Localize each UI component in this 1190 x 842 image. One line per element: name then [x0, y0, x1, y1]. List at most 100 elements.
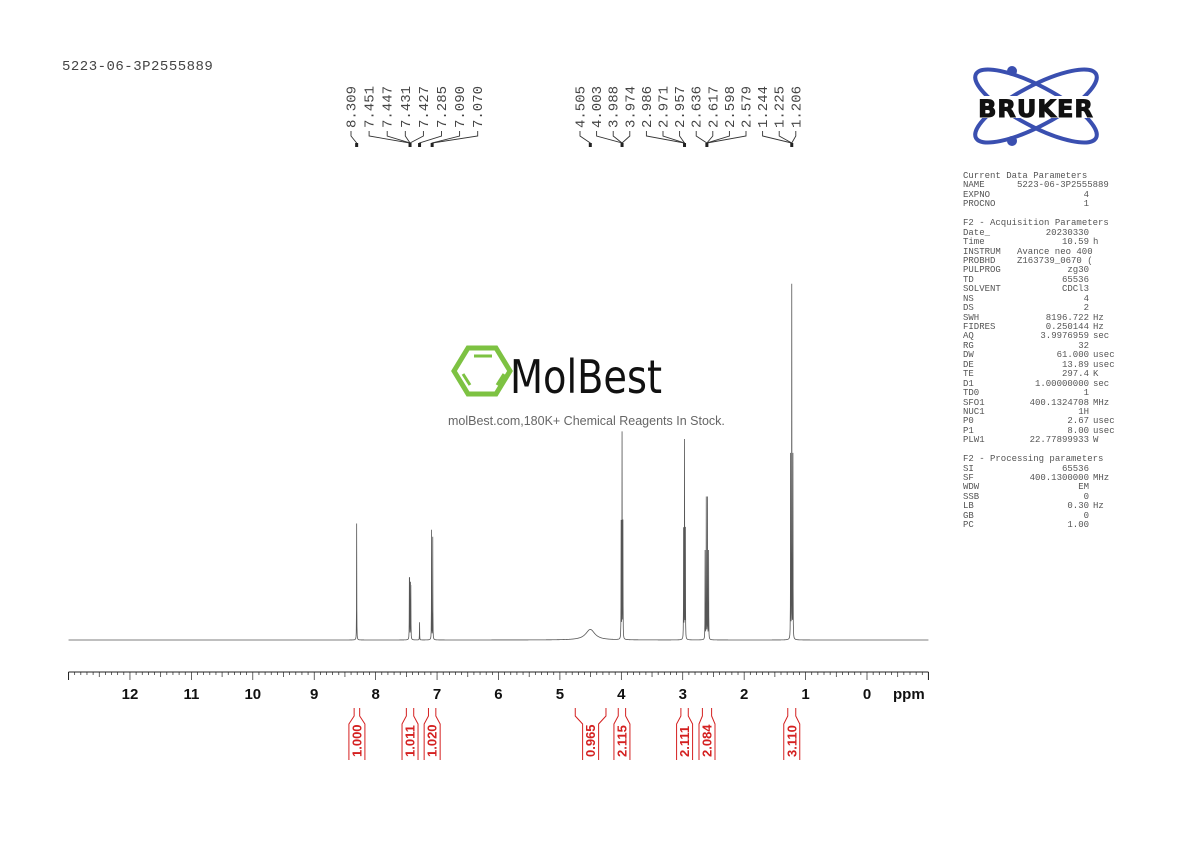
- integral-region: 2.115: [613, 708, 631, 760]
- molbest-brand: MolBest: [510, 350, 662, 402]
- param-key: EXPNO: [963, 189, 991, 200]
- param-key: PLW1: [963, 435, 985, 446]
- param-row: SI 65536: [963, 464, 1123, 474]
- param-unit: usec: [1093, 359, 1115, 370]
- peak-label: 1.225: [773, 86, 789, 128]
- peak-label: 7.431: [399, 86, 415, 128]
- peak-label-leader: [419, 131, 442, 147]
- integral-bracket: [698, 708, 716, 760]
- param-value: 5223-06-3P2555889: [1017, 180, 1109, 191]
- molbest-tagline: molBest.com,180K+ Chemical Reagents In S…: [448, 414, 725, 428]
- logo-orbit: [973, 67, 1099, 145]
- peak-label-leader: [645, 131, 685, 147]
- peak-label: 2.971: [657, 86, 673, 128]
- peak-label: 7.427: [417, 86, 433, 128]
- molbest-logo: MolBest: [451, 345, 662, 404]
- param-value: EM: [1078, 482, 1089, 493]
- param-row: DS 2: [963, 303, 1123, 314]
- param-row: SFO1 400.1324708 MHz: [963, 397, 1123, 408]
- x-tick-label: 0: [863, 686, 871, 703]
- x-tick-label: 5: [556, 686, 564, 703]
- peak-label: 4.505: [574, 86, 590, 128]
- param-row: P0 2.67 usec: [963, 416, 1123, 427]
- bruker-logo: BRUKER: [958, 66, 1116, 146]
- integral-value: 2.084: [700, 724, 715, 757]
- integral-region: 1.000: [348, 708, 366, 760]
- param-key: SWH: [963, 312, 980, 323]
- param-row: PROBHD Z163739_0670 (: [963, 256, 1123, 266]
- param-value: 61.000: [1056, 350, 1089, 361]
- param-value: 22.77899933: [1029, 435, 1089, 446]
- param-key: NS: [963, 293, 974, 304]
- integral-value: 2.111: [677, 726, 692, 757]
- peak-label: 7.447: [381, 86, 397, 128]
- logo-electron: [1007, 66, 1017, 76]
- param-unit: usec: [1093, 416, 1115, 427]
- param-key: DS: [963, 303, 974, 314]
- integral-value: 1.011: [403, 725, 418, 757]
- param-value: 8.00: [1067, 425, 1089, 436]
- param-value: 4: [1083, 189, 1089, 200]
- param-unit: [1089, 200, 1093, 209]
- peak-label-leader: [695, 131, 708, 147]
- param-unit: MHz: [1093, 397, 1110, 408]
- param-row: PROCNO 1: [963, 199, 1123, 209]
- param-key: NAME: [963, 180, 985, 191]
- param-section-title: Current Data Parameters: [963, 171, 1088, 181]
- peak-label: 7.451: [363, 86, 379, 128]
- integral-region: 3.110: [783, 708, 801, 760]
- peak-label: 7.090: [453, 86, 469, 128]
- param-value: 0: [1083, 491, 1089, 502]
- param-key: SOLVENT: [963, 284, 1001, 295]
- param-value: 1H: [1078, 406, 1089, 417]
- param-row: SF 400.1300000 MHz: [963, 473, 1123, 483]
- param-row: PC 1.00: [963, 520, 1123, 531]
- integral-region: 1.011: [401, 708, 419, 760]
- logo-text: BRUKER: [978, 95, 1094, 123]
- param-value: 1.00: [1067, 520, 1089, 531]
- integral-bracket: [423, 708, 441, 760]
- x-tick-label: 3: [679, 686, 687, 703]
- param-unit: Hz: [1093, 501, 1104, 512]
- peak-label-leader: [579, 131, 591, 147]
- param-value: 0.30: [1067, 501, 1089, 512]
- param-value: 8196.722: [1045, 312, 1089, 323]
- integral-bracket: [348, 708, 366, 760]
- peak-marker: [418, 143, 422, 147]
- param-value: 2.67: [1067, 416, 1089, 427]
- param-value: zg30: [1067, 265, 1089, 276]
- sample-id: 5223-06-3P2555889: [62, 59, 214, 75]
- x-axis: 12 11 10 9 8 7 6 5 4 3 2 1 0: [68, 671, 929, 703]
- param-row: SSB 0: [963, 491, 1123, 502]
- param-key: WDW: [963, 482, 980, 493]
- integral-region: 1.020: [423, 708, 441, 760]
- x-tick-label: 10: [244, 686, 261, 703]
- peak-label: 3.988: [607, 86, 623, 128]
- param-row: AQ 3.9976959 sec: [963, 331, 1123, 341]
- param-value: 0: [1083, 510, 1089, 521]
- param-key: INSTRUM: [963, 246, 1001, 257]
- param-unit: usec: [1093, 425, 1115, 436]
- param-row: D1 1.00000000 sec: [963, 378, 1123, 389]
- param-row: TD 65536: [963, 275, 1123, 285]
- param-value: Avance neo 400: [1017, 246, 1093, 257]
- param-row: DE 13.89 usec: [963, 359, 1123, 370]
- param-unit: [1089, 521, 1093, 530]
- param-key: P0: [963, 416, 974, 427]
- param-key: Date_: [963, 227, 991, 238]
- param-row: RG 32: [963, 340, 1123, 351]
- param-key: TE: [963, 369, 974, 380]
- param-unit: [1089, 285, 1093, 294]
- param-key: TD0: [963, 388, 980, 399]
- peak-label: 7.285: [435, 86, 451, 128]
- param-key: D1: [963, 378, 974, 389]
- param-key: SSB: [963, 491, 980, 502]
- param-row: NS 4: [963, 293, 1123, 304]
- param-unit: [1089, 266, 1093, 275]
- param-key: RG: [963, 340, 974, 351]
- integral-region: 0.965: [574, 708, 607, 760]
- peak-marker: [705, 143, 709, 147]
- molbest-watermark: MolBest molBest.com,180K+ Chemical Reage…: [448, 342, 748, 428]
- param-row: SOLVENT CDCl3: [963, 284, 1123, 295]
